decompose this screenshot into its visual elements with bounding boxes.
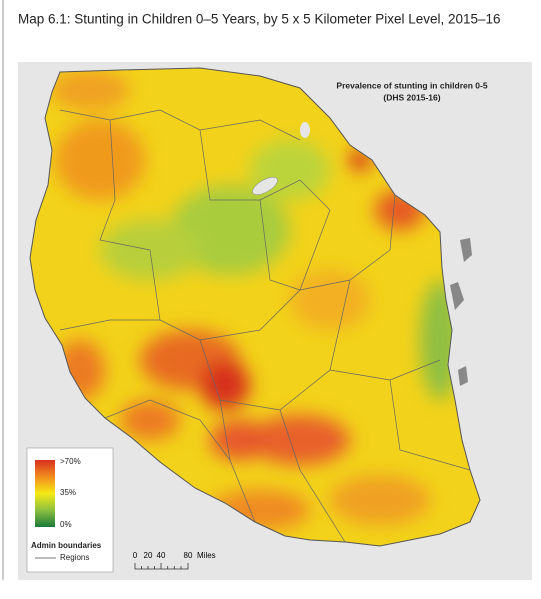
map-title: Prevalence of stunting in children 0-5 bbox=[336, 80, 487, 90]
scale-label: 0 bbox=[133, 551, 138, 560]
island bbox=[450, 282, 464, 310]
map-subtitle: (DHS 2015-16) bbox=[383, 92, 440, 102]
island bbox=[460, 238, 472, 262]
legend-heading: Admin boundaries bbox=[31, 541, 102, 550]
color-ramp bbox=[35, 460, 55, 527]
region-boundaries bbox=[59, 109, 471, 543]
scale-label: 80 bbox=[184, 551, 193, 560]
scale-label: 40 bbox=[157, 551, 166, 560]
scale-ticks bbox=[134, 563, 189, 570]
scale-unit: Miles bbox=[197, 551, 216, 560]
legend-label: 0% bbox=[60, 520, 72, 529]
scale-bar: 0 20 40 80 Miles bbox=[133, 551, 216, 570]
island bbox=[458, 366, 468, 386]
legend-label: Regions bbox=[60, 553, 89, 562]
lake bbox=[300, 122, 310, 138]
legend-label: 35% bbox=[60, 488, 76, 497]
page-title: Map 6.1: Stunting in Children 0–5 Years,… bbox=[18, 12, 501, 27]
hotspots bbox=[50, 70, 460, 530]
scale-label: 20 bbox=[144, 551, 153, 560]
lake bbox=[252, 177, 278, 195]
legend-label: >70% bbox=[60, 457, 81, 466]
